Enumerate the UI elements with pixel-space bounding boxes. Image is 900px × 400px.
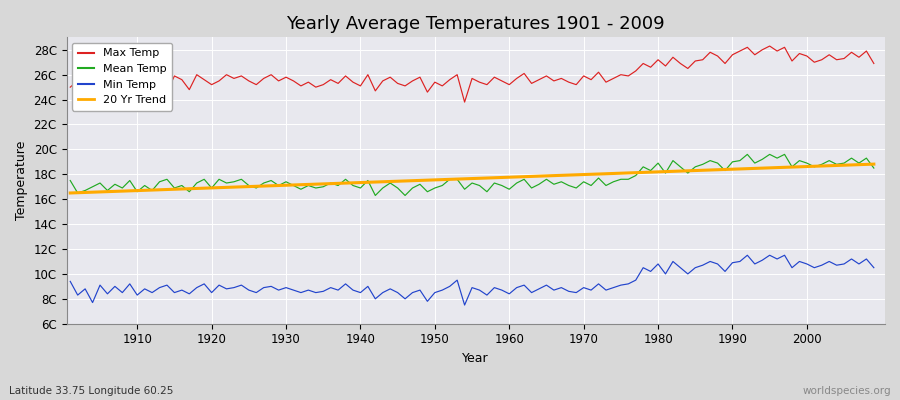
Line: Min Temp: Min Temp — [70, 255, 874, 305]
Min Temp — [504, 292, 515, 296]
Mean Temp — [370, 193, 381, 198]
Max Temp — [600, 80, 611, 84]
Mean Temp — [511, 181, 522, 186]
Line: 20 Yr Trend: 20 Yr Trend — [70, 164, 874, 193]
Max Temp — [288, 78, 299, 83]
Min Temp — [742, 253, 752, 258]
Max Temp — [65, 85, 76, 90]
Mean Temp — [124, 178, 135, 183]
Min Temp — [124, 282, 135, 286]
Max Temp — [333, 81, 344, 86]
20 Yr Trend — [868, 162, 879, 166]
Title: Yearly Average Temperatures 1901 - 2009: Yearly Average Temperatures 1901 - 2009 — [286, 15, 665, 33]
Max Temp — [459, 100, 470, 104]
Mean Temp — [288, 183, 299, 188]
Text: worldspecies.org: worldspecies.org — [803, 386, 891, 396]
20 Yr Trend — [288, 182, 299, 187]
Max Temp — [511, 76, 522, 81]
Mean Temp — [742, 152, 752, 157]
20 Yr Trend — [497, 175, 508, 180]
20 Yr Trend — [65, 190, 76, 195]
Min Temp — [868, 265, 879, 270]
Max Temp — [868, 61, 879, 66]
X-axis label: Year: Year — [463, 352, 489, 365]
Mean Temp — [600, 183, 611, 188]
Line: Mean Temp: Mean Temp — [70, 154, 874, 196]
20 Yr Trend — [333, 181, 344, 186]
Min Temp — [459, 303, 470, 308]
Mean Temp — [504, 187, 515, 192]
Mean Temp — [868, 166, 879, 170]
Max Temp — [504, 82, 515, 87]
20 Yr Trend — [124, 188, 135, 193]
Min Temp — [288, 288, 299, 292]
Max Temp — [124, 78, 135, 83]
Mean Temp — [333, 183, 344, 188]
Min Temp — [65, 279, 76, 284]
Min Temp — [600, 288, 611, 292]
Y-axis label: Temperature: Temperature — [15, 141, 28, 220]
Legend: Max Temp, Mean Temp, Min Temp, 20 Yr Trend: Max Temp, Mean Temp, Min Temp, 20 Yr Tre… — [72, 43, 173, 111]
Text: Latitude 33.75 Longitude 60.25: Latitude 33.75 Longitude 60.25 — [9, 386, 174, 396]
Mean Temp — [65, 178, 76, 183]
20 Yr Trend — [593, 172, 604, 176]
Min Temp — [511, 285, 522, 290]
20 Yr Trend — [504, 175, 515, 180]
Max Temp — [764, 44, 775, 48]
Min Temp — [333, 288, 344, 292]
Line: Max Temp: Max Temp — [70, 46, 874, 102]
